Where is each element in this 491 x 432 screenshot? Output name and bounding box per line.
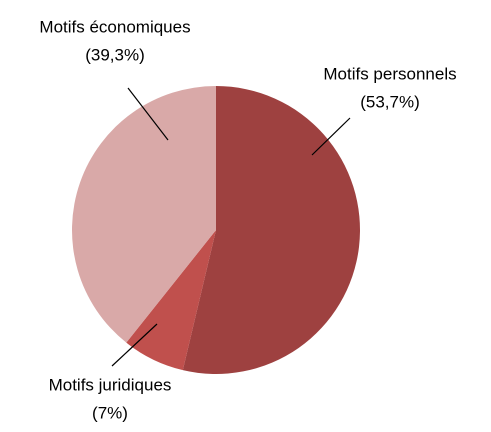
slice-label: Motifs personnels — [323, 64, 456, 83]
slice-value-label: (7%) — [92, 403, 128, 422]
leader-line — [311, 117, 351, 156]
slice-value-label: (39,3%) — [85, 45, 145, 64]
pie-slice — [71, 86, 217, 343]
slice-label: Motifs juridiques — [49, 375, 172, 394]
pie-slice — [182, 86, 360, 374]
leader-line — [127, 87, 169, 141]
leader-line — [111, 323, 158, 367]
pie-slice — [126, 230, 216, 371]
slice-value-label: (53,7%) — [360, 92, 420, 111]
slice-label: Motifs économiques — [39, 17, 190, 36]
